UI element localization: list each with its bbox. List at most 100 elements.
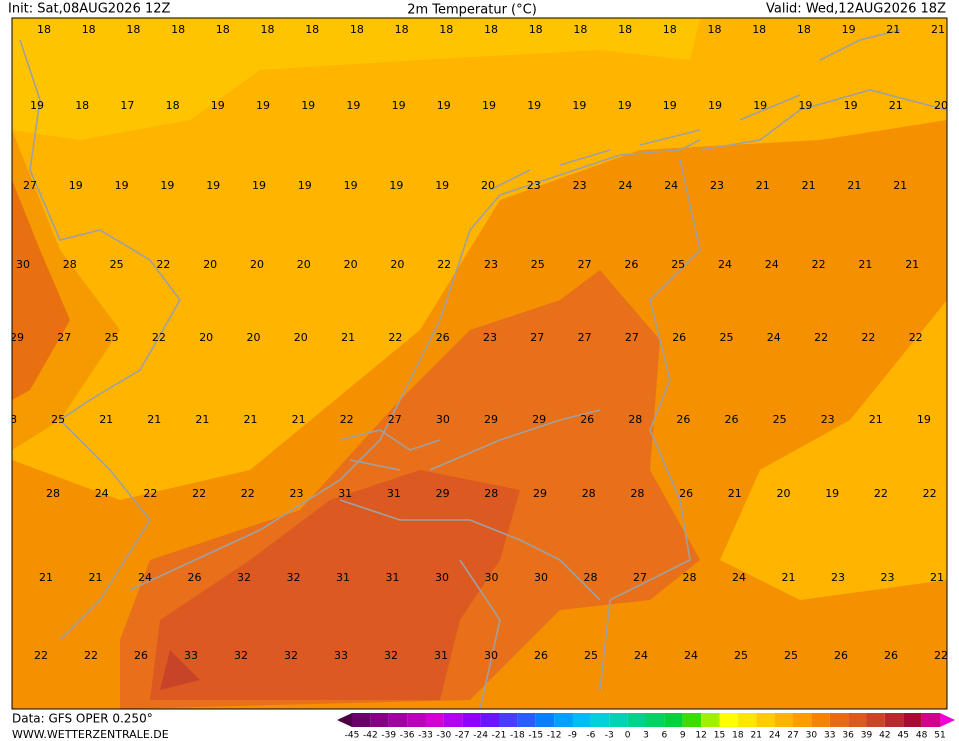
temperature-value: 22 — [34, 649, 48, 662]
border — [599, 89, 947, 691]
temperature-value: 31 — [387, 487, 401, 500]
temperature-value: 22 — [84, 649, 98, 662]
temperature-value: 19 — [482, 99, 496, 112]
temperature-value: 26 — [834, 649, 848, 662]
field — [760, 380, 947, 580]
map-frame — [11, 17, 948, 710]
temperature-value: 19 — [206, 179, 220, 192]
temperature-value: 24 — [618, 179, 632, 192]
scale-label: -24 — [473, 731, 488, 741]
color-arrow — [337, 713, 352, 727]
temperature-value: 24 — [767, 331, 781, 344]
color-box — [811, 713, 830, 727]
scale-label: 27 — [787, 731, 798, 741]
temperature-value: 24 — [634, 649, 648, 662]
temperature-value: 19 — [211, 99, 225, 112]
color-box — [921, 713, 940, 727]
temperature-value: 18 — [797, 23, 811, 36]
temperature-value: 28 — [484, 487, 498, 500]
color-box — [388, 713, 408, 727]
temperature-value: 25 — [784, 649, 798, 662]
temperature-value: 26 — [679, 487, 693, 500]
temperature-value: 31 — [336, 571, 350, 584]
temperature-value: 27 — [388, 413, 402, 426]
temperature-value: 20 — [294, 331, 308, 344]
data-source: Data: GFS OPER 0.250° — [12, 712, 153, 726]
temperature-value: 28 — [63, 258, 77, 271]
temperature-value: 27 — [57, 331, 71, 344]
scale-label: 42 — [879, 731, 890, 741]
temperature-value: 21 — [147, 413, 161, 426]
temperature-value: 21 — [99, 413, 113, 426]
temperature-value: 19 — [115, 179, 129, 192]
temperature-value: 27 — [633, 571, 647, 584]
temperature-value: 29 — [436, 487, 450, 500]
temperature-value: 26 — [672, 331, 686, 344]
temperature-value: 26 — [436, 331, 450, 344]
temperature-value: 22 — [923, 487, 937, 500]
temperature-value: 22 — [874, 487, 888, 500]
coastline — [129, 139, 701, 591]
color-box — [737, 713, 757, 727]
temperature-value: 21 — [89, 571, 103, 584]
scale-label: 15 — [714, 731, 725, 741]
field — [150, 470, 520, 700]
color-box — [609, 713, 628, 727]
temperature-value: 31 — [434, 649, 448, 662]
temperature-value: 18 — [305, 23, 319, 36]
scale-label: 12 — [695, 731, 706, 741]
color-box — [866, 713, 885, 727]
scale-label: 51 — [934, 731, 945, 741]
temperature-value: 27 — [530, 331, 544, 344]
temperature-value: 18 — [618, 23, 632, 36]
temperature-value: 19 — [160, 179, 174, 192]
color-box — [517, 713, 536, 727]
temperature-value: 19 — [572, 99, 586, 112]
temperature-value: 29 — [532, 413, 546, 426]
scale-label: -27 — [455, 731, 470, 741]
temperature-value: 25 — [773, 413, 787, 426]
color-box — [646, 713, 665, 727]
temperature-value: 18 — [529, 23, 543, 36]
scale-label: -18 — [510, 731, 525, 741]
temperature-value: 29 — [10, 331, 24, 344]
temperature-value: 21 — [931, 23, 945, 36]
temperature-value: 23 — [527, 179, 541, 192]
color-box — [462, 713, 481, 727]
temperature-value: 29 — [533, 487, 547, 500]
temperature-value: 32 — [284, 649, 298, 662]
temperature-value: 25 — [110, 258, 124, 271]
temperature-value: 19 — [844, 99, 858, 112]
temperature-value: 25 — [734, 649, 748, 662]
scale-label: -39 — [381, 731, 396, 741]
temperature-value: 18 — [75, 99, 89, 112]
temperature-value: 23 — [831, 571, 845, 584]
temperature-value: 24 — [684, 649, 698, 662]
scale-label: -6 — [586, 731, 595, 741]
map-title: 2m Temperatur (°C) — [407, 3, 537, 18]
temperature-value: 21 — [756, 179, 770, 192]
temperature-value: 25 — [584, 649, 598, 662]
temperature-value: 18 — [126, 23, 140, 36]
color-box — [701, 713, 720, 727]
temperature-value: 26 — [884, 649, 898, 662]
temperature-value: 19 — [298, 179, 312, 192]
temperature-value: 22 — [192, 487, 206, 500]
temperature-value: 21 — [728, 487, 742, 500]
temperature-value: 21 — [869, 413, 883, 426]
color-box — [627, 713, 646, 727]
scale-label: -15 — [528, 731, 543, 741]
color-scale: -45 -42 -39 -36 -33 -30 -27 -24 -21 -18 -15 -12 -9 -6… — [337, 713, 955, 741]
temperature-value: 21 — [893, 179, 907, 192]
temperature-value: 19 — [346, 99, 360, 112]
site-url: WWW.WETTERZENTRALE.DE — [12, 728, 169, 741]
color-box — [590, 713, 610, 727]
temperature-value: 26 — [725, 413, 739, 426]
temperature-value: 18 — [166, 99, 180, 112]
temperature-value: 26 — [624, 258, 638, 271]
color-box — [425, 713, 444, 727]
temperature-value: 20 — [247, 331, 261, 344]
temperature-value: 28 — [582, 487, 596, 500]
temperature-value: 19 — [708, 99, 722, 112]
temperature-value: 21 — [782, 571, 796, 584]
